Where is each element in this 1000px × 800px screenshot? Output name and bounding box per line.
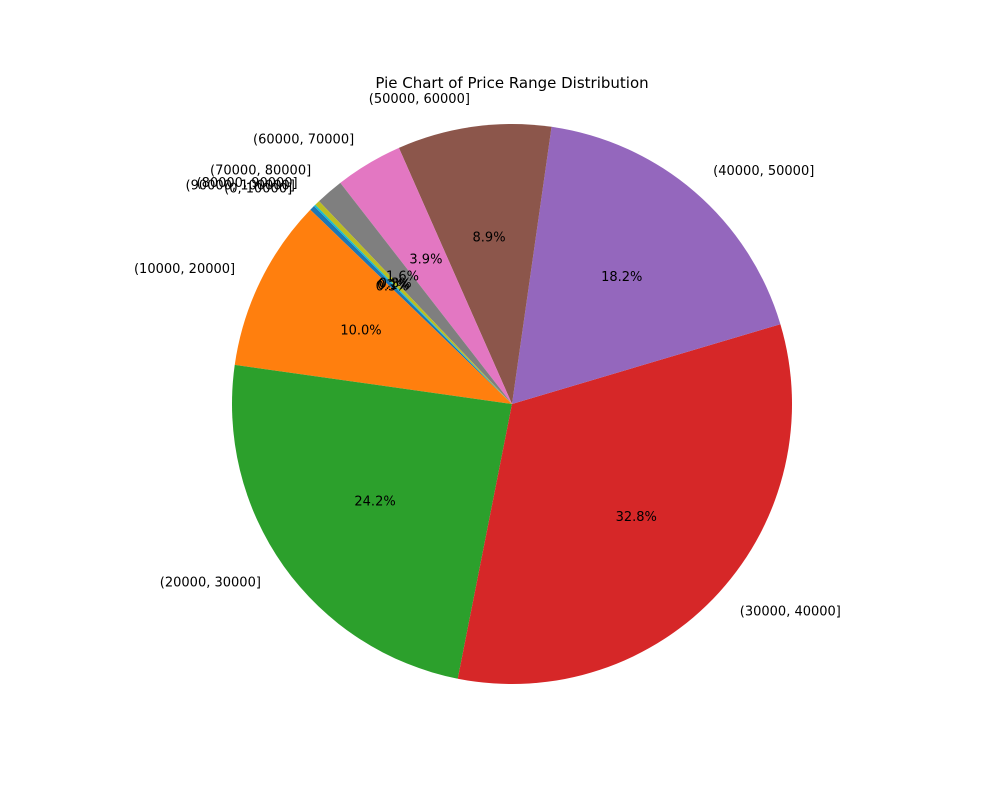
slice-label: (40000, 50000] (713, 164, 814, 179)
slice-label: (80000, 90000] (197, 176, 298, 191)
slice-label: (50000, 60000] (369, 92, 470, 107)
percent-label: 18.2% (601, 270, 642, 285)
pie-slice (319, 182, 512, 404)
percent-label: 8.9% (473, 231, 506, 246)
slices-group (232, 123, 792, 684)
percent-label: 0.1% (377, 278, 410, 293)
pie-slice (457, 324, 792, 684)
pie-slice (314, 204, 512, 404)
slice-labels-group: (0, 10000] (10000, 20000] (20000, 30000] (3… (134, 92, 841, 619)
slice-label: (0, 10000] (224, 181, 292, 196)
pie-slice (232, 364, 513, 679)
percent-label: 1.6% (386, 270, 419, 285)
slice-label: (10000, 20000] (134, 262, 235, 277)
pie-slice (310, 206, 512, 404)
percent-label: 0.3% (379, 276, 412, 291)
pie-slice (234, 209, 512, 404)
pie-slice (340, 147, 512, 404)
percent-labels-group: 0.3%10.0%24.2%32.8%18.2%8.9%3.9%1.6%0.3%… (340, 231, 657, 526)
percent-label: 10.0% (340, 323, 381, 338)
percent-label: 0.3% (376, 279, 409, 294)
percent-label: 24.2% (354, 494, 395, 509)
percent-label: 3.9% (409, 253, 442, 268)
pie-slice (512, 126, 781, 404)
slice-label: (60000, 70000] (253, 133, 354, 148)
pie-slice (398, 123, 552, 404)
pie-slice (315, 201, 512, 404)
slice-label: (30000, 40000] (740, 604, 841, 619)
percent-label: 32.8% (616, 510, 657, 525)
slice-label: (90000, 100000] (186, 179, 295, 194)
chart-title: Pie Chart of Price Range Distribution (375, 74, 648, 92)
slice-label: (70000, 80000] (210, 163, 311, 178)
slice-label: (20000, 30000] (160, 575, 261, 590)
